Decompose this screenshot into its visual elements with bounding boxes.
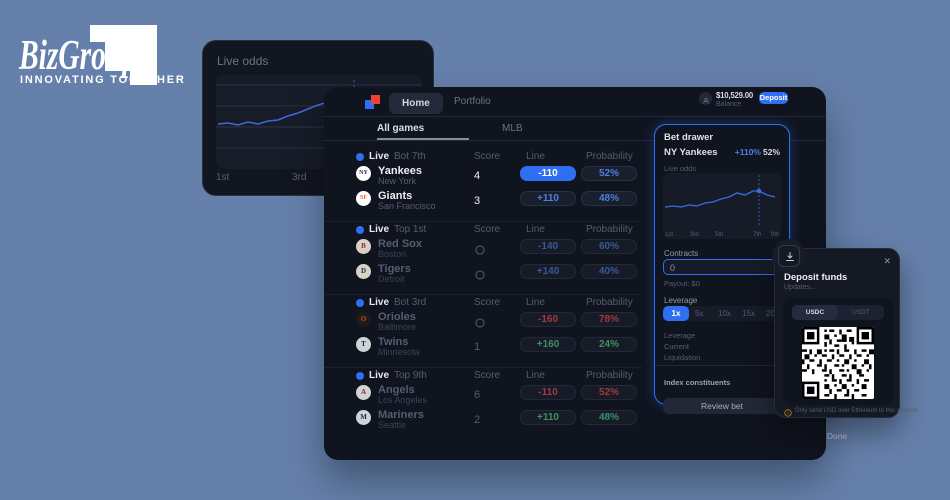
svg-text:9th: 9th [771, 232, 779, 238]
svg-text:BizGroup: BizGroup [18, 33, 137, 79]
svg-text:i: i [787, 411, 788, 416]
svg-text:1st: 1st [665, 232, 673, 238]
svg-text:7th: 7th [753, 232, 761, 238]
svg-text:INNOVATING TOGETHER: INNOVATING TOGETHER [20, 74, 186, 86]
svg-text:5th: 5th [715, 232, 723, 238]
svg-text:3rd: 3rd [690, 232, 699, 238]
